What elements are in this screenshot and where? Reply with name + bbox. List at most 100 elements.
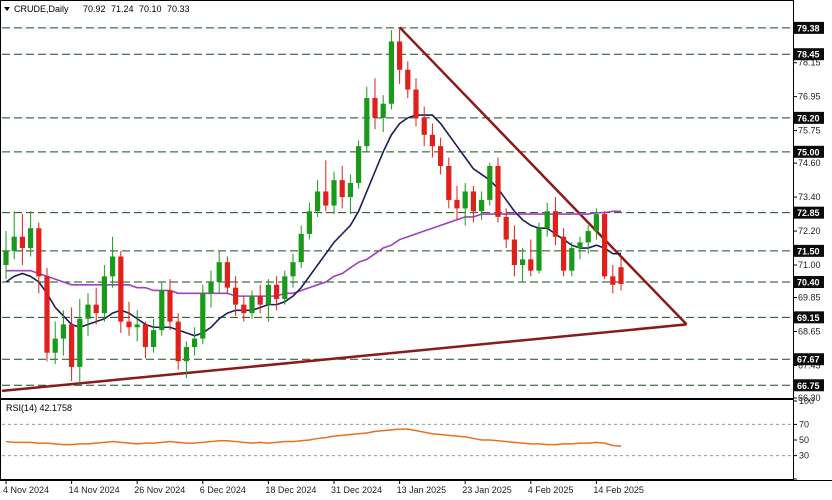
candle: [306, 202, 312, 240]
candle-body: [101, 276, 107, 314]
candle: [552, 197, 558, 246]
candle-body: [282, 276, 288, 299]
candle: [544, 202, 550, 237]
candle: [19, 214, 25, 266]
candle-body: [339, 180, 345, 198]
ohlc-high: 71.24: [111, 4, 134, 14]
candle-body: [28, 228, 34, 249]
candle-body: [462, 191, 468, 209]
candle-body: [290, 262, 296, 277]
candle-body: [233, 287, 239, 305]
symbol-label: CRUDE,Daily: [14, 4, 69, 14]
candle: [446, 157, 452, 209]
candle: [167, 279, 173, 331]
level-label: 67.67: [797, 355, 820, 365]
candle: [585, 225, 591, 254]
candle-body: [323, 191, 329, 206]
candle-body: [536, 228, 542, 271]
candle-body: [11, 236, 17, 251]
candle: [323, 160, 329, 212]
price-tick-label: 76.95: [798, 92, 821, 102]
ohlc-close: 70.33: [167, 4, 190, 14]
candle-body: [356, 146, 362, 183]
candle: [101, 265, 107, 322]
candle-body: [306, 211, 312, 234]
candle: [126, 301, 132, 336]
candle-body: [610, 276, 616, 285]
time-axis: 4 Nov 2024 14 Nov 2024 26 Nov 2024 6 Dec 20…: [3, 480, 644, 495]
price-tick-label: 74.60: [798, 158, 821, 168]
candle: [315, 180, 321, 217]
level-label-box: [794, 48, 824, 61]
candle: [356, 140, 362, 189]
candle-body: [142, 324, 148, 348]
candle-body: [241, 304, 247, 314]
candle: [421, 106, 427, 147]
price-tick-label: 78.15: [798, 58, 821, 68]
candle: [151, 318, 157, 353]
candle-body: [298, 233, 304, 263]
candle-body: [364, 98, 370, 147]
candle-body: [19, 236, 25, 249]
candle: [233, 276, 239, 316]
candle: [216, 250, 222, 294]
candle-body: [192, 338, 198, 348]
candle: [175, 313, 181, 370]
candle-body: [167, 290, 173, 322]
rsi-tick-label: 50: [799, 435, 809, 445]
candle-body: [249, 296, 255, 314]
candle: [60, 310, 66, 356]
level-label: 78.45: [797, 50, 820, 60]
candle: [503, 208, 509, 249]
candle: [610, 265, 616, 294]
candle: [331, 171, 337, 215]
candle: [528, 239, 534, 277]
level-label-box: [794, 21, 824, 34]
candle: [569, 242, 575, 277]
candle: [28, 211, 34, 257]
candle-body: [224, 262, 230, 288]
candle-body: [85, 304, 91, 319]
level-label: 72.85: [797, 208, 820, 218]
candle-body: [413, 89, 419, 118]
candle-body: [118, 256, 124, 322]
price-tick-label: 68.65: [798, 327, 821, 337]
candle-body: [52, 338, 58, 353]
candle-body: [159, 290, 165, 331]
level-label-box: [794, 206, 824, 219]
candle: [470, 185, 476, 223]
candle-body: [134, 324, 140, 328]
time-tick-label: 14 Feb 2025: [593, 485, 644, 495]
level-label-box: [794, 111, 824, 124]
price-axis: 78.15 76.95 75.75 74.60 73.40 72.20 71.00 69.85…: [793, 58, 821, 403]
candle: [536, 222, 542, 274]
candle-body: [421, 117, 427, 135]
rsi-line: [5, 428, 622, 447]
candle: [142, 321, 148, 359]
level-label: 76.20: [797, 113, 820, 123]
level-label: 70.40: [797, 277, 820, 287]
rsi-tick-label: 70: [799, 419, 809, 429]
level-label: 75.00: [797, 147, 820, 157]
candle: [602, 211, 608, 280]
candle-body: [315, 191, 321, 212]
candle: [372, 78, 378, 130]
candle: [487, 163, 493, 206]
trendlines: [1, 26, 688, 393]
candle-body: [479, 199, 485, 212]
candle-body: [552, 211, 558, 237]
candle-body: [257, 296, 263, 305]
candle: [413, 78, 419, 127]
candle-body: [544, 211, 550, 229]
candle: [495, 157, 501, 223]
dropdown-triangle-icon[interactable]: [4, 7, 10, 11]
candle-body: [446, 165, 452, 200]
candle: [208, 270, 214, 308]
candle: [257, 284, 263, 314]
candle-body: [470, 191, 476, 212]
candle: [44, 267, 50, 362]
candle: [110, 236, 116, 288]
candle-body: [380, 103, 386, 118]
rsi-tick-label: 30: [799, 451, 809, 461]
candle: [241, 296, 247, 322]
